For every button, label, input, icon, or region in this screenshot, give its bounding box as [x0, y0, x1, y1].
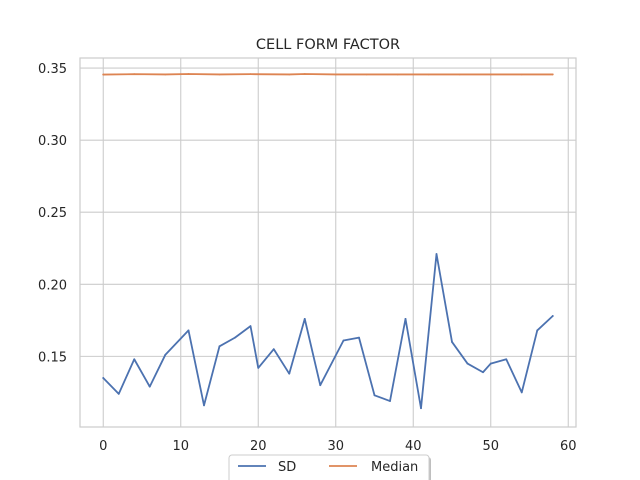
grid: [80, 58, 576, 427]
data-point-median: [102, 73, 105, 76]
series-line-sd: [102, 253, 554, 410]
chart-title: CELL FORM FACTOR: [256, 37, 400, 53]
data-point-median: [218, 73, 221, 76]
legend-box: [228, 454, 430, 480]
data-point-median: [303, 73, 306, 75]
data-point-median: [365, 73, 368, 76]
data-point-sd: [218, 345, 221, 348]
data-point-sd: [435, 253, 438, 255]
y-tick-label: 0.20: [38, 278, 67, 293]
data-point-median: [396, 73, 399, 76]
x-tick-label: 10: [172, 439, 189, 454]
data-point-sd: [133, 358, 136, 361]
data-point-sd: [482, 371, 484, 374]
data-point-sd: [272, 348, 275, 351]
y-tick-label: 0.25: [38, 206, 67, 221]
data-point-sd: [257, 367, 260, 369]
series-line-median: [102, 73, 554, 76]
data-point-sd: [451, 341, 453, 343]
data-point-median: [164, 73, 167, 76]
legend-label-median: Median: [371, 460, 418, 475]
data-point-sd: [505, 358, 508, 361]
data-point-sd: [420, 407, 422, 410]
data-point-sd: [249, 325, 252, 327]
data-point-sd: [148, 385, 151, 388]
data-point-sd: [288, 372, 291, 375]
data-point-sd: [102, 377, 105, 379]
data-point-median: [458, 73, 461, 76]
data-point-sd: [187, 329, 190, 332]
y-tick-label: 0.30: [38, 134, 67, 149]
data-point-sd: [551, 315, 554, 317]
data-point-sd: [303, 317, 306, 320]
y-tick-label: 0.35: [38, 62, 67, 77]
y-axis: 0.15 0.20 0.25 0.30 0.35: [38, 62, 67, 365]
legend: SD Median: [228, 454, 431, 480]
data-point-median: [249, 73, 252, 76]
data-point-median: [288, 73, 291, 76]
data-point-median: [334, 73, 337, 76]
data-point-sd: [466, 362, 469, 365]
data-point-sd: [117, 392, 120, 395]
data-point-median: [133, 73, 136, 76]
data-point-median: [520, 73, 523, 76]
x-tick-label: 40: [405, 439, 422, 454]
x-axis: 0 10 20 30 40 50 60: [99, 439, 576, 454]
data-point-median: [187, 73, 190, 75]
data-point-sd: [358, 336, 360, 339]
x-tick-label: 20: [250, 439, 267, 454]
x-tick-label: 30: [327, 439, 344, 454]
data-point-sd: [234, 336, 236, 339]
y-tick-label: 0.15: [38, 350, 67, 365]
data-point-median: [489, 73, 492, 76]
data-point-sd: [520, 391, 523, 394]
data-point-sd: [489, 362, 492, 365]
x-tick-label: 50: [482, 439, 499, 454]
data-point-sd: [373, 394, 376, 397]
x-tick-label: 60: [560, 439, 577, 454]
x-tick-label: 0: [99, 439, 107, 454]
data-point-sd: [319, 384, 322, 387]
data-point-sd: [164, 354, 167, 356]
plot-frame: [79, 57, 577, 428]
series-median: [102, 73, 554, 76]
legend-label-sd: SD: [278, 460, 296, 475]
data-point-median: [427, 73, 430, 76]
data-point-sd: [404, 317, 407, 320]
series-layer: [102, 73, 554, 410]
data-point-sd: [203, 404, 205, 407]
data-point-median: [551, 73, 554, 76]
data-point-sd: [536, 329, 539, 332]
data-point-sd: [389, 400, 391, 402]
data-point-sd: [342, 339, 345, 342]
series-sd: [102, 253, 554, 410]
